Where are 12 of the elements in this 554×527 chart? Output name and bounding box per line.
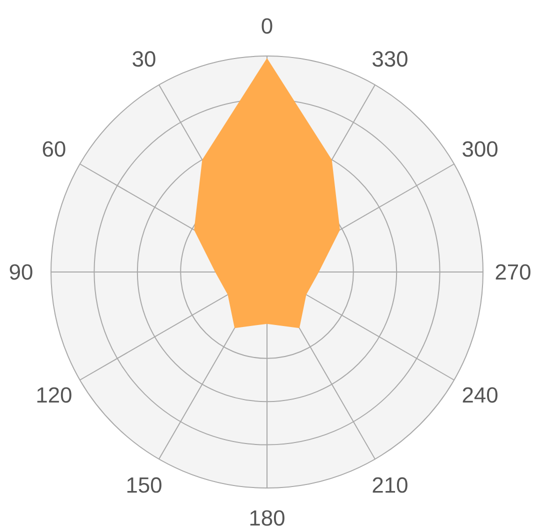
spoke-label: 0	[262, 18, 272, 34]
spoke-label: 60	[42, 141, 66, 157]
spoke-label: 210	[372, 477, 408, 493]
spoke-label: 270	[496, 264, 530, 280]
spoke-label: 300	[462, 141, 498, 157]
spoke-label: 150	[127, 477, 162, 493]
spoke-label: 30	[132, 51, 156, 67]
spoke-label: 90	[10, 264, 32, 280]
spoke-label: 330	[372, 51, 408, 67]
spoke-label: 180	[250, 510, 284, 526]
spoke-label: 120	[37, 387, 72, 403]
spoke-label: 240	[462, 387, 498, 403]
